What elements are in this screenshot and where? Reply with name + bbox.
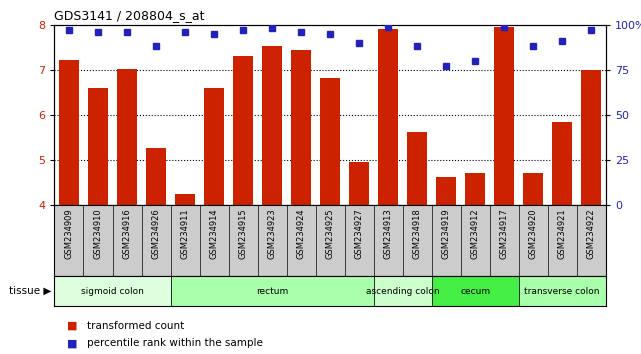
Bar xyxy=(407,132,428,205)
Bar xyxy=(233,56,253,205)
Text: transverse colon: transverse colon xyxy=(524,287,600,296)
Text: ■: ■ xyxy=(67,321,78,331)
Text: GDS3141 / 208804_s_at: GDS3141 / 208804_s_at xyxy=(54,9,205,22)
Text: GSM234914: GSM234914 xyxy=(210,208,219,259)
Text: GSM234926: GSM234926 xyxy=(151,208,160,259)
Text: GSM234916: GSM234916 xyxy=(122,208,131,259)
Text: GSM234921: GSM234921 xyxy=(558,208,567,259)
Text: GSM234917: GSM234917 xyxy=(500,208,509,259)
Bar xyxy=(436,177,456,205)
Text: percentile rank within the sample: percentile rank within the sample xyxy=(87,338,262,348)
Text: GSM234925: GSM234925 xyxy=(326,208,335,259)
Bar xyxy=(494,27,514,205)
Bar xyxy=(54,276,171,306)
Text: transformed count: transformed count xyxy=(87,321,184,331)
Bar xyxy=(291,50,312,205)
Text: GSM234912: GSM234912 xyxy=(470,208,479,259)
Text: tissue ▶: tissue ▶ xyxy=(9,286,51,296)
Bar xyxy=(88,88,108,205)
Bar xyxy=(581,70,601,205)
Bar xyxy=(374,276,431,306)
Bar xyxy=(117,69,137,205)
Text: GSM234918: GSM234918 xyxy=(413,208,422,259)
Bar xyxy=(204,88,224,205)
Bar xyxy=(262,46,282,205)
Text: GSM234927: GSM234927 xyxy=(354,208,363,259)
Text: GSM234923: GSM234923 xyxy=(267,208,276,259)
Bar xyxy=(431,276,519,306)
Text: sigmoid colon: sigmoid colon xyxy=(81,287,144,296)
Bar xyxy=(146,148,166,205)
Bar xyxy=(465,173,485,205)
Text: GSM234924: GSM234924 xyxy=(297,208,306,259)
Text: ascending colon: ascending colon xyxy=(366,287,440,296)
Text: GSM234911: GSM234911 xyxy=(181,208,190,259)
Text: GSM234922: GSM234922 xyxy=(587,208,595,259)
Text: GSM234909: GSM234909 xyxy=(65,208,74,259)
Text: cecum: cecum xyxy=(460,287,490,296)
Bar xyxy=(552,122,572,205)
Text: GSM234910: GSM234910 xyxy=(94,208,103,259)
Text: GSM234919: GSM234919 xyxy=(442,208,451,259)
Bar xyxy=(59,60,79,205)
Bar xyxy=(519,276,606,306)
Bar xyxy=(523,173,544,205)
Bar xyxy=(320,78,340,205)
Text: ■: ■ xyxy=(67,338,78,348)
Bar xyxy=(378,29,398,205)
Text: rectum: rectum xyxy=(256,287,288,296)
Bar xyxy=(175,194,196,205)
Bar xyxy=(349,161,369,205)
Text: GSM234913: GSM234913 xyxy=(384,208,393,259)
Text: GSM234915: GSM234915 xyxy=(238,208,247,259)
Bar xyxy=(171,276,374,306)
Text: GSM234920: GSM234920 xyxy=(529,208,538,259)
